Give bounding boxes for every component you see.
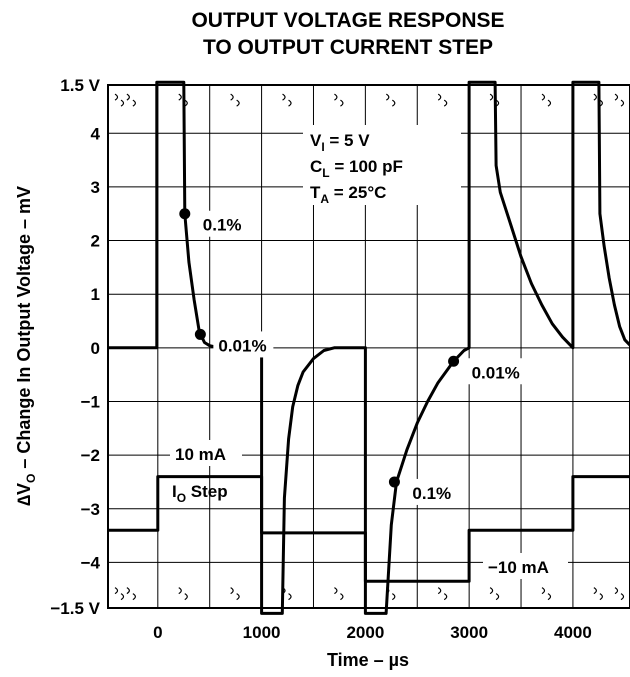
break-mark xyxy=(385,93,396,107)
break-mark xyxy=(114,587,125,601)
break-mark xyxy=(334,93,344,107)
break-mark xyxy=(437,587,448,601)
break-gap xyxy=(230,588,241,601)
break-gap xyxy=(615,588,625,601)
settling-markers: 0.1% 0.01% 0.1% 0.01% xyxy=(179,208,527,505)
current-low-label: −10 mA xyxy=(488,558,549,577)
break-mark xyxy=(126,93,136,107)
y-tick-label: −4 xyxy=(81,553,101,572)
break-mark xyxy=(230,587,240,601)
current-step-line xyxy=(108,475,630,583)
break-gap xyxy=(593,588,604,601)
break-mark xyxy=(178,93,188,107)
settling-marker xyxy=(194,328,206,340)
break-mark xyxy=(282,93,292,107)
break-gap xyxy=(386,588,397,601)
break-mark xyxy=(614,587,625,601)
y-tick-label: −1.5 V xyxy=(50,599,100,618)
break-mark xyxy=(230,93,240,107)
break-mark xyxy=(334,587,344,601)
break-mark xyxy=(437,93,448,107)
conditions-background xyxy=(303,125,461,205)
condition-ambient-temperature: TA = 25°C xyxy=(310,183,386,206)
x-tick-label: 2000 xyxy=(346,623,384,642)
break-gap xyxy=(334,95,345,108)
marker-label: 0.01% xyxy=(218,336,266,355)
x-axis-title: Time – µs xyxy=(327,650,409,670)
marker-label: 0.1% xyxy=(412,484,451,503)
x-tick-labels: 0 1000 2000 3000 4000 xyxy=(153,623,592,642)
marker-label-background xyxy=(197,210,248,237)
y-tick-label: −1 xyxy=(81,392,100,411)
marker-label-background xyxy=(213,331,274,358)
y-tick-label: −3 xyxy=(81,500,100,519)
marker-label: 0.01% xyxy=(472,363,520,382)
current-high-label: 10 mA xyxy=(175,445,226,464)
y-tick-label: 1 xyxy=(91,285,100,304)
condition-load-capacitance: CL = 100 pF xyxy=(310,157,403,180)
break-gap xyxy=(334,588,345,601)
break-gap xyxy=(386,95,397,108)
current-step-label: IO Step xyxy=(172,482,228,505)
y-tick-label: 4 xyxy=(91,124,101,143)
chart-subtitle: TO OUTPUT CURRENT STEP xyxy=(203,36,493,59)
break-gap xyxy=(541,95,552,108)
settling-marker xyxy=(448,355,460,367)
break-gap xyxy=(282,95,293,108)
break-mark xyxy=(541,93,552,107)
break-gap xyxy=(438,95,449,108)
break-gap xyxy=(126,95,137,108)
series-lines xyxy=(108,80,630,615)
break-mark xyxy=(541,587,552,601)
break-gap xyxy=(178,588,189,601)
break-gap xyxy=(490,588,501,601)
x-tick-label: 3000 xyxy=(450,623,488,642)
y-tick-label: 2 xyxy=(91,232,100,251)
x-tick-label: 1000 xyxy=(243,623,281,642)
y-tick-label: 1.5 V xyxy=(60,76,100,95)
break-gap xyxy=(115,95,125,108)
break-gap xyxy=(282,588,293,601)
break-gap xyxy=(115,588,125,601)
condition-input-voltage: VI = 5 V xyxy=(310,131,370,154)
current-low-label-background xyxy=(483,553,568,579)
break-mark xyxy=(593,587,603,601)
break-mark xyxy=(489,587,500,601)
break-gap xyxy=(615,95,625,108)
settling-marker xyxy=(179,208,191,220)
break-mark xyxy=(614,93,625,107)
marker-label-background xyxy=(407,478,458,505)
break-mark xyxy=(114,93,125,107)
marker-label: 0.1% xyxy=(203,216,242,235)
y-tick-label: 0 xyxy=(91,339,100,358)
break-gap xyxy=(126,588,137,601)
current-high-label-background xyxy=(170,440,242,466)
x-tick-label: 4000 xyxy=(554,623,592,642)
voltage-response-line xyxy=(108,80,630,615)
x-tick-label: 0 xyxy=(153,623,162,642)
break-gap xyxy=(230,95,241,108)
break-mark xyxy=(178,587,188,601)
break-gap xyxy=(438,588,449,601)
y-tick-label: −2 xyxy=(81,446,100,465)
settling-marker xyxy=(388,476,400,488)
marker-label-background xyxy=(466,358,527,385)
break-mark xyxy=(593,93,603,107)
chart-title: OUTPUT VOLTAGE RESPONSE xyxy=(191,9,504,32)
y-axis-title: ∆VO – Change In Output Voltage – mV xyxy=(14,186,38,506)
break-mark xyxy=(126,587,136,601)
break-gap xyxy=(541,588,552,601)
y-tick-label: 3 xyxy=(91,178,100,197)
y-tick-labels: 1.5 V 4 3 2 1 0 −1 −2 −3 −4 −1.5 V xyxy=(50,76,100,618)
